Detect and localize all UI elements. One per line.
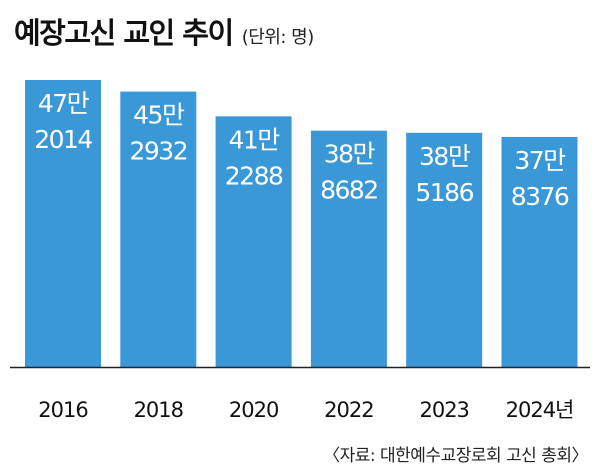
bar-2024년 <box>501 136 578 367</box>
bar-value-label: 8682 <box>320 176 378 205</box>
bar-value-label: 41만 <box>228 125 280 154</box>
chart-title: 예장고신 교인 추이 <box>14 16 234 50</box>
bar-value-label: 2014 <box>34 125 92 154</box>
bar-value-label: 38만 <box>324 140 376 169</box>
x-tick-label: 2022 <box>324 398 373 422</box>
bar-2023 <box>406 132 483 367</box>
bar-value-label: 38만 <box>419 142 471 171</box>
bar-value-label: 45만 <box>133 101 185 130</box>
bar-2022 <box>310 130 387 367</box>
bar-value-label: 8376 <box>511 182 569 211</box>
x-tick-label: 2016 <box>38 398 88 422</box>
x-tick-label: 2018 <box>134 398 183 422</box>
unit-label: (단위: 명) <box>241 27 315 48</box>
source-note: 〈자료: 대한예수교장로회 고신 총회〉 <box>323 446 588 466</box>
bar-2020 <box>215 116 292 367</box>
bar-value-label: 37만 <box>514 146 566 175</box>
bar-value-label: 2288 <box>225 161 283 190</box>
x-tick-label: 2024년 <box>506 398 574 422</box>
bar-value-label: 47만 <box>38 89 90 118</box>
x-tick-label: 2023 <box>419 398 468 422</box>
bar-value-label: 5186 <box>415 178 473 207</box>
bar-value-label: 2932 <box>129 137 187 166</box>
x-tick-label: 2020 <box>229 398 278 422</box>
bar-2016 <box>25 80 101 367</box>
title-row: 예장고신 교인 추이 (단위: 명) <box>14 10 314 52</box>
bar-2018 <box>120 91 197 368</box>
